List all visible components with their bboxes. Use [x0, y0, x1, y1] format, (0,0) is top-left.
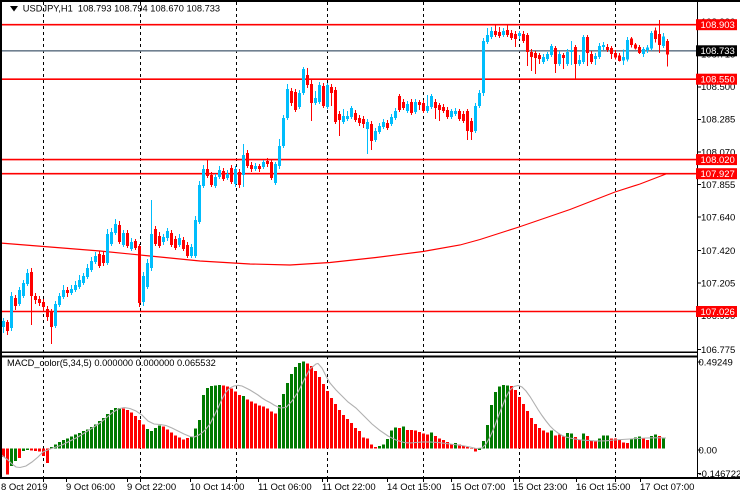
svg-text:-0.146722: -0.146722	[699, 469, 740, 480]
svg-text:MACD_color(5,34,5) 0.000000 0.: MACD_color(5,34,5) 0.000000 0.000000 0.0…	[7, 358, 216, 368]
svg-text:108.733: 108.733	[701, 46, 735, 57]
svg-text:107.855: 107.855	[701, 180, 735, 191]
svg-text:108.903: 108.903	[701, 20, 735, 31]
svg-text:108.285: 108.285	[701, 115, 735, 126]
svg-text:15 Oct 07:00: 15 Oct 07:00	[451, 482, 505, 493]
svg-text:107.420: 107.420	[701, 246, 735, 257]
svg-text:15 Oct 23:00: 15 Oct 23:00	[513, 482, 567, 493]
svg-text:107.927: 107.927	[701, 169, 735, 180]
svg-text:9 Oct 22:00: 9 Oct 22:00	[127, 482, 176, 493]
svg-text:108.500: 108.500	[701, 82, 735, 93]
svg-text:107.205: 107.205	[701, 279, 735, 290]
svg-text:10 Oct 14:00: 10 Oct 14:00	[190, 482, 244, 493]
svg-text:107.026: 107.026	[701, 307, 735, 318]
svg-text:16 Oct 15:00: 16 Oct 15:00	[576, 482, 630, 493]
svg-text:11 Oct 22:00: 11 Oct 22:00	[322, 482, 376, 493]
svg-text:0.49249: 0.49249	[699, 357, 733, 368]
svg-text:106.775: 106.775	[701, 345, 735, 356]
svg-text:USDJPY,H1 108.793 108.794 108: USDJPY,H1 108.793 108.794 108.670 108.73…	[23, 3, 220, 13]
svg-text:9 Oct 06:00: 9 Oct 06:00	[66, 482, 115, 493]
svg-text:107.640: 107.640	[701, 213, 735, 224]
svg-text:108.070: 108.070	[701, 147, 735, 158]
svg-text:17 Oct 07:00: 17 Oct 07:00	[640, 482, 694, 493]
svg-text:11 Oct 06:00: 11 Oct 06:00	[258, 482, 312, 493]
svg-text:108.550: 108.550	[701, 75, 735, 86]
svg-text:8 Oct 2019: 8 Oct 2019	[1, 482, 47, 493]
svg-text:108.020: 108.020	[701, 155, 735, 166]
svg-text:0.00: 0.00	[699, 445, 718, 456]
svg-text:14 Oct 15:00: 14 Oct 15:00	[387, 482, 441, 493]
